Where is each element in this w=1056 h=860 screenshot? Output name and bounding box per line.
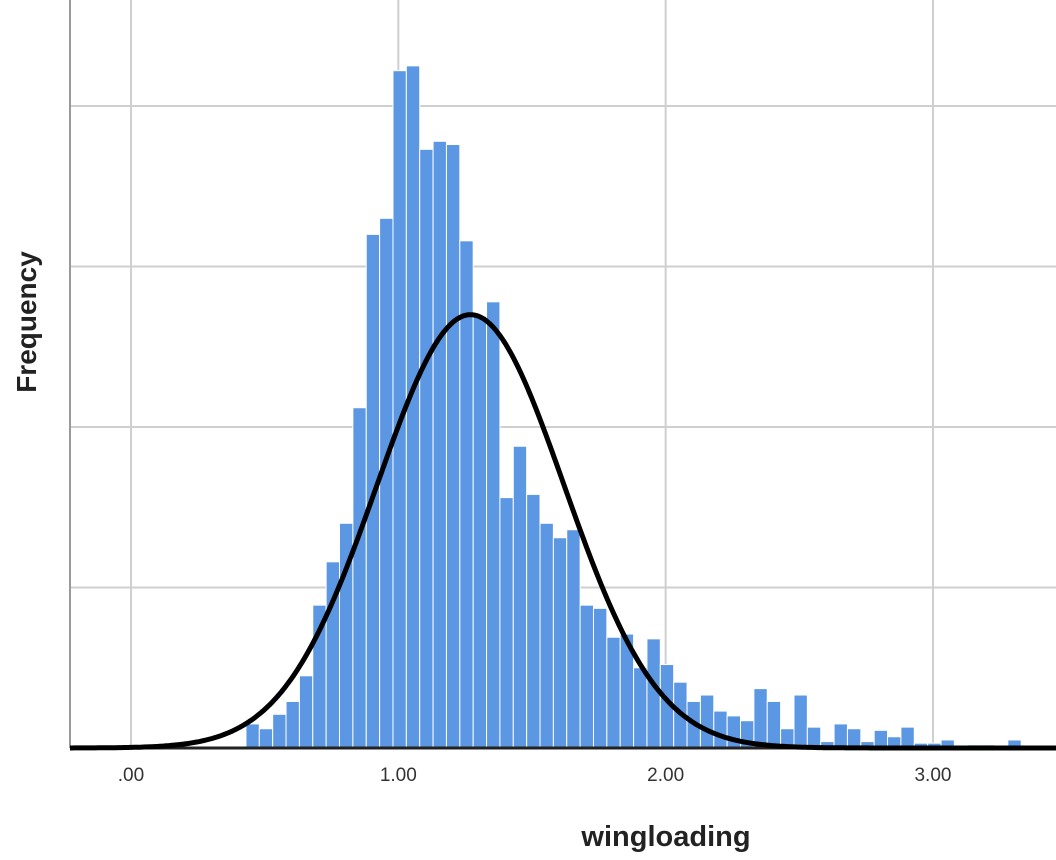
histogram-bar bbox=[512, 445, 528, 749]
curve-layer bbox=[70, 312, 1056, 751]
histogram-bar bbox=[486, 301, 501, 749]
histogram-bar bbox=[539, 522, 554, 749]
histogram-bar bbox=[472, 315, 488, 749]
histogram-bar bbox=[272, 713, 287, 749]
histogram-bar bbox=[833, 723, 848, 749]
histogram-bar bbox=[445, 144, 461, 749]
histogram-bar bbox=[552, 537, 568, 749]
x-tick-label: .00 bbox=[118, 765, 144, 786]
histogram-bar bbox=[419, 148, 434, 749]
histogram-bar bbox=[579, 604, 594, 749]
histogram-bar bbox=[285, 700, 300, 749]
tick-layer: .00 1.00 2.00 3.00 bbox=[118, 765, 952, 786]
histogram-bar bbox=[592, 607, 608, 749]
y-axis-label: Frequency bbox=[11, 251, 42, 393]
histogram-bar bbox=[633, 667, 648, 749]
x-tick-label: 2.00 bbox=[647, 765, 684, 786]
histogram-bar bbox=[566, 529, 581, 749]
histogram-bar bbox=[499, 497, 514, 749]
histogram-bar bbox=[753, 688, 768, 749]
histogram-bar bbox=[298, 675, 314, 749]
histogram-bar bbox=[846, 728, 862, 749]
histogram-bar bbox=[713, 710, 728, 749]
histogram-bar bbox=[379, 217, 394, 749]
normal-curve bbox=[70, 312, 1056, 751]
histogram-bar bbox=[699, 694, 715, 749]
histogram-bar bbox=[793, 694, 808, 749]
histogram-bar bbox=[900, 726, 915, 749]
x-axis-label: wingloading bbox=[580, 821, 750, 853]
histogram-bar bbox=[258, 728, 274, 749]
histogram-bar bbox=[526, 493, 541, 749]
histogram-bar bbox=[873, 729, 889, 749]
histogram-bar bbox=[606, 636, 621, 749]
histogram-bar bbox=[245, 723, 260, 749]
x-tick-label: 1.00 bbox=[380, 765, 417, 786]
histogram-bar bbox=[766, 700, 782, 749]
histogram-bar bbox=[432, 140, 447, 749]
histogram-bar bbox=[806, 726, 822, 749]
histogram-bar bbox=[352, 407, 367, 749]
x-tick-label: 3.00 bbox=[914, 765, 951, 786]
